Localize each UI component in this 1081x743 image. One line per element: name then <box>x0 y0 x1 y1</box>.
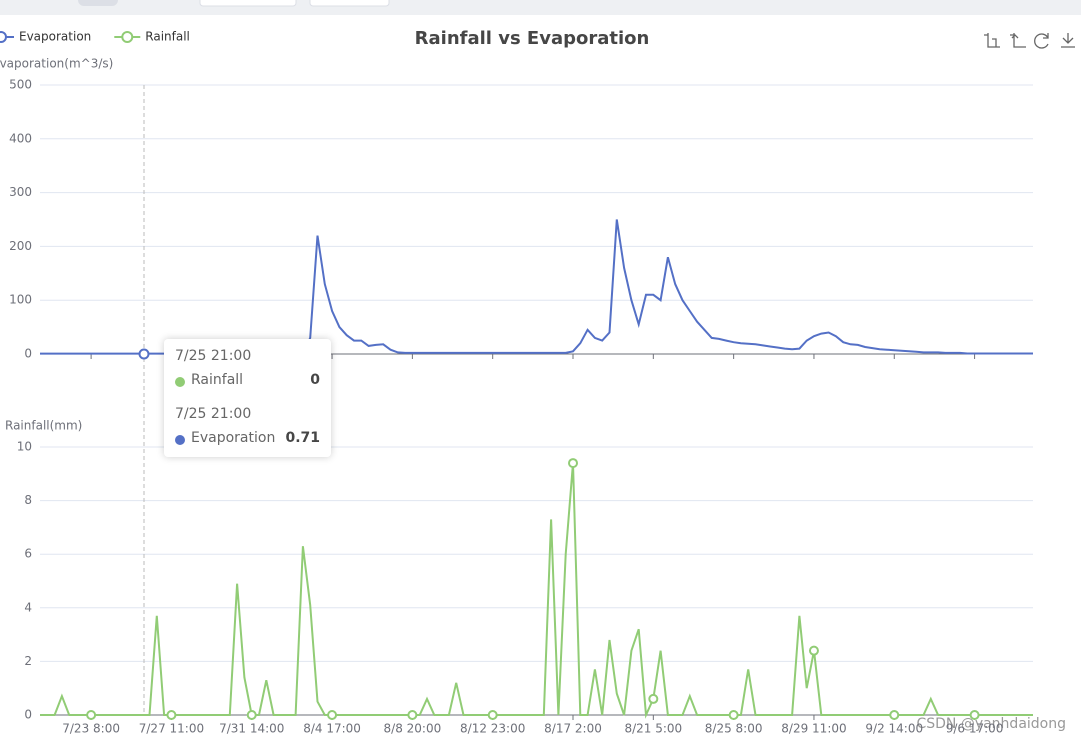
x-tick-label: 8/25 8:00 <box>705 722 763 736</box>
strip-button[interactable] <box>309 0 390 7</box>
tool-restore[interactable] <box>1034 33 1049 49</box>
point <box>327 710 338 720</box>
watermark: CSDN @yanhdaidong <box>916 716 1066 732</box>
point <box>246 710 257 720</box>
x-tick-label: 8/4 17:00 <box>303 722 361 736</box>
x-tick-label: 7/27 11:00 <box>139 722 204 736</box>
y-tick-label: 500 <box>9 78 32 92</box>
x-tick-label: 8/21 5:00 <box>624 722 682 736</box>
y-tick-label: 2 <box>24 654 32 668</box>
top-strip <box>0 0 1081 15</box>
tooltip-dot <box>175 377 185 387</box>
tooltip-value: 0 <box>310 372 320 388</box>
point <box>568 458 579 469</box>
point <box>407 710 418 720</box>
y-tick-label: 300 <box>9 185 32 199</box>
point <box>86 710 97 720</box>
y-tick-label: 200 <box>9 239 32 253</box>
point <box>166 710 177 720</box>
legend-symbol <box>121 31 134 43</box>
strip-toggle[interactable] <box>78 0 118 6</box>
x-tick-label: 7/23 8:00 <box>62 722 120 736</box>
point <box>808 645 819 656</box>
tooltip-time: 7/25 21:00 <box>175 348 252 364</box>
tooltip-dot <box>175 435 185 445</box>
y-tick-label: 6 <box>24 547 32 561</box>
y-tick-label: 4 <box>24 600 32 614</box>
y-tick-label: 400 <box>9 131 32 145</box>
tooltip-value: 0.71 <box>285 430 320 446</box>
point <box>648 693 659 704</box>
point <box>728 710 739 720</box>
y-tick-label: 10 <box>17 440 32 454</box>
point <box>487 710 498 720</box>
y-tick-label: 0 <box>24 708 32 722</box>
tooltip-time: 7/25 21:00 <box>175 406 252 422</box>
point <box>889 710 900 720</box>
x-tick-label: 9/6 17:00 <box>946 722 1004 736</box>
legend-symbol <box>0 31 7 43</box>
chart-title: Rainfall vs Evaporation <box>415 28 650 49</box>
x-tick-label: 9/2 14:00 <box>865 722 923 736</box>
tool-save[interactable] <box>1061 33 1075 48</box>
y2-axis-title: Rainfall(mm) <box>5 419 82 433</box>
legend-label: Evaporation <box>19 30 91 44</box>
series-line <box>40 219 1033 355</box>
tooltip-series: Evaporation <box>191 430 276 446</box>
series-line <box>40 463 1033 719</box>
x-tick-label: 8/29 11:00 <box>781 722 846 736</box>
y-axis-title: Evaporation(m^3/s) <box>0 57 113 71</box>
strip-button[interactable] <box>199 0 297 7</box>
y-tick-label: 0 <box>24 347 32 361</box>
x-tick-label: 8/17 2:00 <box>544 722 602 736</box>
tooltip: 7/25 21:00 Rainfall 0 7/25 21:00 Evapora… <box>164 339 331 457</box>
legend-label: Rainfall <box>145 30 190 44</box>
tooltip-series: Rainfall <box>191 372 244 388</box>
tool-zoom-reset[interactable] <box>1010 33 1026 48</box>
toolbox <box>984 33 1075 49</box>
y-tick-label: 8 <box>24 493 32 507</box>
x-tick-label: 7/31 14:00 <box>219 722 284 736</box>
point <box>969 710 980 720</box>
y-tick-label: 100 <box>9 293 32 307</box>
hover-point <box>138 348 150 360</box>
x-tick-label: 8/8 20:00 <box>384 722 442 736</box>
tool-zoom[interactable] <box>984 33 1000 48</box>
x-tick-label: 8/12 23:00 <box>460 722 525 736</box>
